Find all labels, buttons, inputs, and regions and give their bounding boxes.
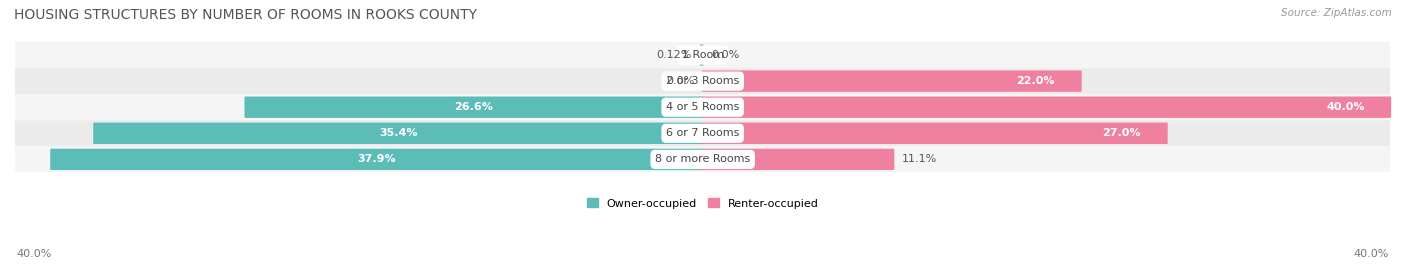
Text: 0.0%: 0.0%: [666, 76, 695, 86]
Text: 2 or 3 Rooms: 2 or 3 Rooms: [666, 76, 740, 86]
Text: 8 or more Rooms: 8 or more Rooms: [655, 154, 751, 164]
Text: 27.0%: 27.0%: [1102, 128, 1142, 138]
Text: 6 or 7 Rooms: 6 or 7 Rooms: [666, 128, 740, 138]
Text: 35.4%: 35.4%: [380, 128, 418, 138]
FancyBboxPatch shape: [700, 44, 703, 66]
FancyBboxPatch shape: [15, 94, 1391, 120]
Text: 0.0%: 0.0%: [711, 50, 740, 60]
FancyBboxPatch shape: [702, 123, 1168, 144]
Text: 22.0%: 22.0%: [1017, 76, 1054, 86]
FancyBboxPatch shape: [15, 120, 1391, 146]
FancyBboxPatch shape: [15, 146, 1391, 173]
Text: HOUSING STRUCTURES BY NUMBER OF ROOMS IN ROOKS COUNTY: HOUSING STRUCTURES BY NUMBER OF ROOMS IN…: [14, 8, 477, 22]
FancyBboxPatch shape: [93, 123, 703, 144]
Text: 1 Room: 1 Room: [682, 50, 724, 60]
Text: 40.0%: 40.0%: [17, 249, 52, 259]
FancyBboxPatch shape: [15, 42, 1391, 68]
FancyBboxPatch shape: [702, 70, 1081, 92]
Text: 0.12%: 0.12%: [657, 50, 692, 60]
FancyBboxPatch shape: [702, 149, 894, 170]
Text: 26.6%: 26.6%: [454, 102, 494, 112]
Text: 37.9%: 37.9%: [357, 154, 396, 164]
FancyBboxPatch shape: [245, 96, 703, 118]
Text: 40.0%: 40.0%: [1326, 102, 1365, 112]
Legend: Owner-occupied, Renter-occupied: Owner-occupied, Renter-occupied: [586, 198, 818, 209]
Text: 40.0%: 40.0%: [1354, 249, 1389, 259]
Text: 4 or 5 Rooms: 4 or 5 Rooms: [666, 102, 740, 112]
FancyBboxPatch shape: [15, 68, 1391, 94]
FancyBboxPatch shape: [702, 96, 1391, 118]
FancyBboxPatch shape: [51, 149, 703, 170]
Text: 11.1%: 11.1%: [903, 154, 938, 164]
Text: Source: ZipAtlas.com: Source: ZipAtlas.com: [1281, 8, 1392, 18]
